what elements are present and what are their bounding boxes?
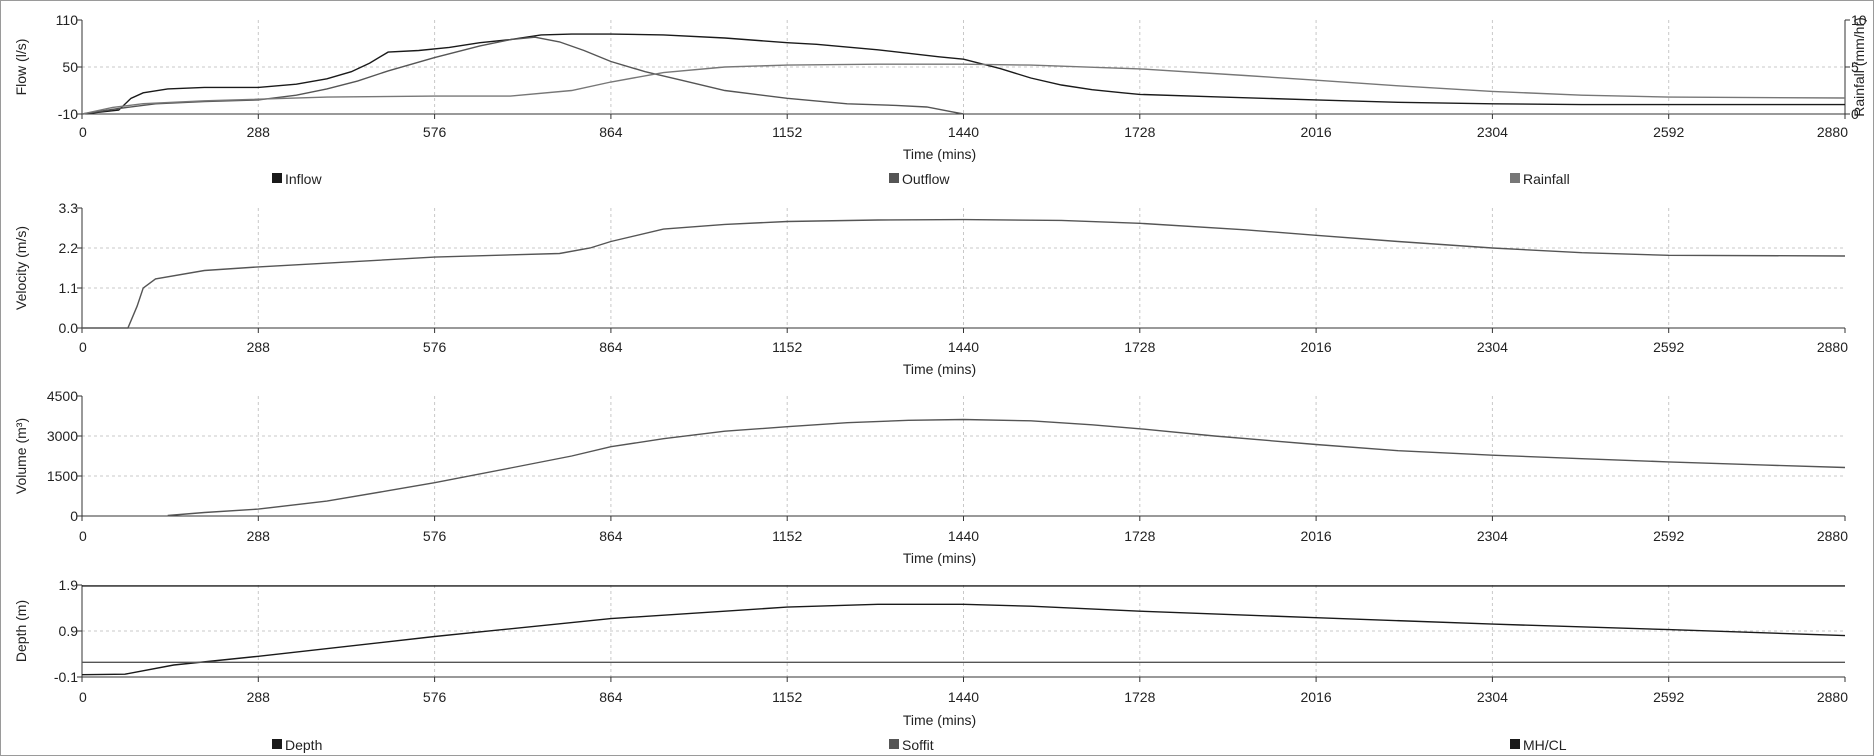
x-tick-label: 1728: [1124, 528, 1155, 544]
y-tick-label: 3000: [47, 428, 78, 444]
y2-tick-label: 10: [1851, 12, 1867, 28]
x-tick-label: 576: [423, 689, 447, 705]
x-tick-label: 2304: [1477, 528, 1508, 544]
x-tick-label: 2880: [1817, 124, 1848, 140]
x-tick-label: 1152: [772, 528, 802, 544]
x-tick-label: 576: [423, 124, 447, 140]
series-line-outflow: [81, 36, 964, 115]
x-tick-label: 1728: [1124, 689, 1155, 705]
legend-swatch: [1510, 173, 1520, 183]
legend-label: Rainfall: [1523, 171, 1570, 187]
flow-chart: 0 288 576 864 1152 1440 1728 2016 2304 2592 2880 -1…: [13, 12, 1867, 187]
y-tick-label: 0: [70, 508, 78, 524]
y-axis-title: Flow (l/s): [13, 39, 29, 96]
y-tick-label: 0.9: [59, 623, 79, 639]
legend-swatch: [889, 739, 899, 749]
x-tick-label: 2880: [1817, 339, 1848, 355]
x-tick-label: 0: [79, 528, 87, 544]
legend-label: Outflow: [902, 171, 950, 187]
x-tick-label: 2016: [1301, 339, 1332, 355]
x-tick-label: 2880: [1817, 528, 1848, 544]
x-tick-label: 864: [599, 689, 623, 705]
x-tick-label: 288: [247, 689, 271, 705]
legend-swatch: [272, 173, 282, 183]
x-tick-label: 1728: [1124, 124, 1155, 140]
x-tick-label: 1440: [948, 528, 979, 544]
x-tick-label: 2016: [1301, 528, 1332, 544]
y-tick-label: 50: [62, 59, 78, 75]
x-axis-title: Time (mins): [903, 361, 976, 377]
y-tick-label: 110: [56, 12, 79, 28]
x-tick-label: 2304: [1477, 339, 1508, 355]
x-tick-label: 1728: [1124, 339, 1155, 355]
x-axis-title: Time (mins): [903, 146, 976, 162]
x-tick-label: 1440: [948, 689, 979, 705]
y-tick-label: 1500: [47, 468, 78, 484]
x-tick-label: 1152: [772, 124, 802, 140]
x-tick-label: 2592: [1653, 528, 1684, 544]
volume-chart: 0 288 576 864 1152 1440 1728 2016 2304 2592 2880 0 1…: [13, 388, 1848, 566]
y-tick-label: 1.9: [59, 577, 79, 593]
series-line-inflow: [81, 33, 1845, 115]
x-tick-label: 0: [79, 689, 87, 705]
legend-swatch: [889, 173, 899, 183]
x-tick-label: 2592: [1653, 124, 1684, 140]
x-tick-label: 1440: [948, 339, 979, 355]
y-tick-label: 2.2: [59, 240, 79, 256]
y-tick-label: -10: [58, 106, 78, 122]
series-line-volume: [167, 418, 1846, 517]
x-tick-label: 2304: [1477, 689, 1508, 705]
y2-tick-label: 0: [1851, 106, 1859, 122]
x-tick-label: 2880: [1817, 689, 1848, 705]
y2-axis-title: Rainfall (mm/hr): [1851, 17, 1867, 117]
x-tick-label: 576: [423, 528, 447, 544]
series-line-velocity: [82, 218, 1846, 329]
y-tick-label: 3.3: [59, 200, 79, 216]
y-tick-label: 0.0: [59, 320, 79, 336]
x-tick-label: 2016: [1301, 124, 1332, 140]
x-tick-label: 0: [79, 124, 87, 140]
velocity-chart: 0 288 576 864 1152 1440 1728 2016 2304 2592 2880 0.…: [13, 200, 1848, 377]
x-tick-label: 1152: [772, 689, 802, 705]
legend-swatch: [1510, 739, 1520, 749]
x-axis-title: Time (mins): [903, 550, 976, 566]
y-tick-label: 1.1: [59, 280, 79, 296]
x-tick-label: 1152: [772, 339, 802, 355]
y-axis-title: Depth (m): [13, 600, 29, 662]
x-axis-title: Time (mins): [903, 712, 976, 728]
x-tick-label: 576: [423, 339, 447, 355]
x-tick-label: 288: [247, 528, 271, 544]
x-tick-label: 0: [79, 339, 87, 355]
x-tick-label: 2592: [1653, 339, 1684, 355]
y-tick-label: 4500: [47, 388, 78, 404]
legend-label: Soffit: [902, 737, 934, 753]
legend-label: MH/CL: [1523, 737, 1567, 753]
x-tick-label: 1440: [948, 124, 979, 140]
legend-label: Depth: [285, 737, 322, 753]
x-tick-label: 2304: [1477, 124, 1508, 140]
y2-tick-label: 5: [1851, 59, 1859, 75]
x-tick-label: 288: [247, 124, 271, 140]
legend-label: Inflow: [285, 171, 322, 187]
y-axis-title: Volume (m³): [13, 418, 29, 494]
x-tick-label: 864: [599, 339, 623, 355]
x-tick-label: 2016: [1301, 689, 1332, 705]
x-tick-label: 2592: [1653, 689, 1684, 705]
series-line-rainfall: [81, 63, 1846, 115]
x-tick-label: 864: [599, 528, 623, 544]
x-tick-label: 864: [599, 124, 623, 140]
y-axis-title: Velocity (m/s): [13, 226, 29, 310]
y-tick-label: -0.1: [54, 669, 78, 685]
x-tick-label: 288: [247, 339, 271, 355]
depth-chart: 0 288 576 864 1152 1440 1728 2016 2304 2592 2880 -0…: [13, 577, 1848, 753]
legend-swatch: [272, 739, 282, 749]
